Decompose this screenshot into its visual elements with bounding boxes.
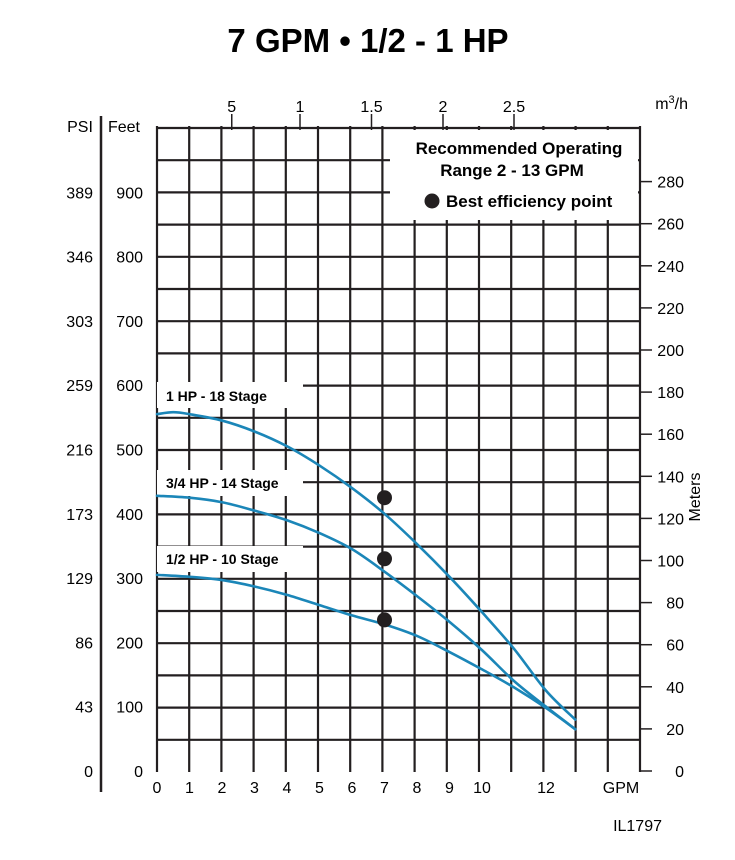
gpm-tick-label: 5 (315, 780, 324, 797)
gpm-tick-label: 6 (348, 780, 357, 797)
legend-bep-label: Best efficiency point (446, 192, 613, 211)
gpm-tick-label: 2 (218, 780, 227, 797)
psi-tick-label: 86 (75, 635, 93, 652)
meters-tick-labels: 0 20 40 60 80 100 120 140 160 180 200 220 240 260 280 (657, 175, 684, 781)
gpm-tick-label: 7 (380, 780, 389, 797)
curve-label: 3/4 HP - 14 Stage (166, 475, 279, 491)
feet-axis-title: Feet (108, 119, 141, 136)
best-efficiency-points (377, 490, 392, 628)
meters-tick-label: 140 (657, 469, 684, 486)
best-efficiency-point (377, 551, 392, 567)
feet-tick-label: 600 (116, 378, 143, 395)
gpm-tick-label: 9 (445, 780, 454, 797)
pump-curve-3 (155, 573, 577, 731)
feet-tick-label: 500 (116, 443, 143, 460)
psi-tick-label: 389 (66, 185, 93, 202)
curve-label-background (157, 470, 303, 496)
m3h-tick-label: 1 (296, 99, 305, 116)
gpm-tick-label: 4 (283, 780, 292, 797)
x-axis-title: GPM (603, 780, 639, 797)
meters-tick-label: 40 (666, 680, 684, 697)
psi-tick-label: 259 (66, 378, 93, 395)
psi-tick-labels: 0 43 86 129 173 216 259 303 346 389 (66, 185, 93, 781)
meters-tick-label: 180 (657, 385, 684, 402)
feet-tick-label: 900 (116, 185, 143, 202)
right-axis-title: Meters (687, 473, 704, 522)
feet-tick-label: 800 (116, 250, 143, 267)
best-efficiency-point (377, 490, 392, 506)
meters-tick-label: 240 (657, 259, 684, 276)
chart-title: 7 GPM • 1/2 - 1 HP (227, 22, 508, 59)
m3h-tick-labels: 5 1 1.5 2 2.5 (227, 99, 525, 116)
m3h-tick-label: 2 (439, 99, 448, 116)
gpm-tick-label: 3 (250, 780, 259, 797)
meters-tick-label: 200 (657, 343, 684, 360)
psi-tick-label: 173 (66, 507, 93, 524)
meters-tick-label: 80 (666, 596, 684, 613)
psi-tick-label: 0 (84, 764, 93, 781)
meters-tick-label: 100 (657, 554, 684, 571)
curve-label: 1 HP - 18 Stage (166, 388, 267, 404)
range-note-line2: Range 2 - 13 GPM (440, 161, 584, 180)
curve-label-background (157, 382, 303, 408)
meters-tick-label: 280 (657, 175, 684, 192)
curve-label: 1/2 HP - 10 Stage (166, 551, 279, 567)
feet-tick-label: 300 (116, 571, 143, 588)
gpm-tick-label: 12 (537, 780, 555, 797)
meters-tick-label: 260 (657, 217, 684, 234)
feet-tick-labels: 0 100 200 300 400 500 600 700 800 900 (116, 185, 143, 781)
meters-tick-label: 120 (657, 511, 684, 528)
gpm-tick-label: 10 (473, 780, 491, 797)
meters-tick-label: 20 (666, 722, 684, 739)
gpm-tick-labels: 0 1 2 3 4 5 6 7 8 9 10 12 (153, 780, 555, 797)
feet-tick-label: 400 (116, 507, 143, 524)
gpm-tick-label: 8 (413, 780, 422, 797)
m3h-tick-label: 1.5 (360, 99, 382, 116)
m3h-tick-label: 2.5 (503, 99, 525, 116)
feet-tick-label: 0 (134, 764, 143, 781)
range-note-line1: Recommended Operating (416, 139, 623, 158)
legend-bep-marker (424, 193, 440, 209)
psi-tick-label: 346 (66, 250, 93, 267)
gpm-tick-label: 0 (153, 780, 162, 797)
psi-tick-label: 129 (66, 571, 93, 588)
curve-labels: 1 HP - 18 Stage 3/4 HP - 14 Stage 1/2 HP -… (166, 388, 279, 567)
m3h-tick-label: 5 (227, 99, 236, 116)
gpm-tick-label: 1 (185, 780, 194, 797)
psi-tick-label: 303 (66, 314, 93, 331)
pump-curve-1 (155, 410, 577, 721)
figure-code: IL1797 (613, 818, 662, 835)
feet-tick-label: 200 (116, 635, 143, 652)
pump-curves (155, 410, 577, 731)
top-axis-unit: m3/h (655, 94, 688, 113)
curve-label-background (157, 546, 303, 572)
psi-axis-title: PSI (67, 119, 93, 136)
meters-tick-label: 160 (657, 427, 684, 444)
feet-tick-label: 100 (116, 700, 143, 717)
psi-tick-label: 43 (75, 700, 93, 717)
feet-tick-label: 700 (116, 314, 143, 331)
pump-curve-2 (155, 494, 577, 731)
psi-tick-label: 216 (66, 443, 93, 460)
best-efficiency-point (377, 612, 392, 628)
meters-tick-label: 0 (675, 764, 684, 781)
meters-tick-label: 220 (657, 301, 684, 318)
meters-tick-label: 60 (666, 638, 684, 655)
